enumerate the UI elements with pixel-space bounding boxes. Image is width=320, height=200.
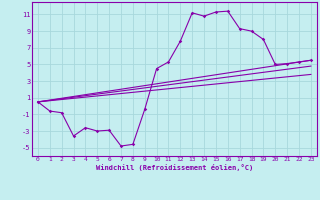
X-axis label: Windchill (Refroidissement éolien,°C): Windchill (Refroidissement éolien,°C)	[96, 164, 253, 171]
